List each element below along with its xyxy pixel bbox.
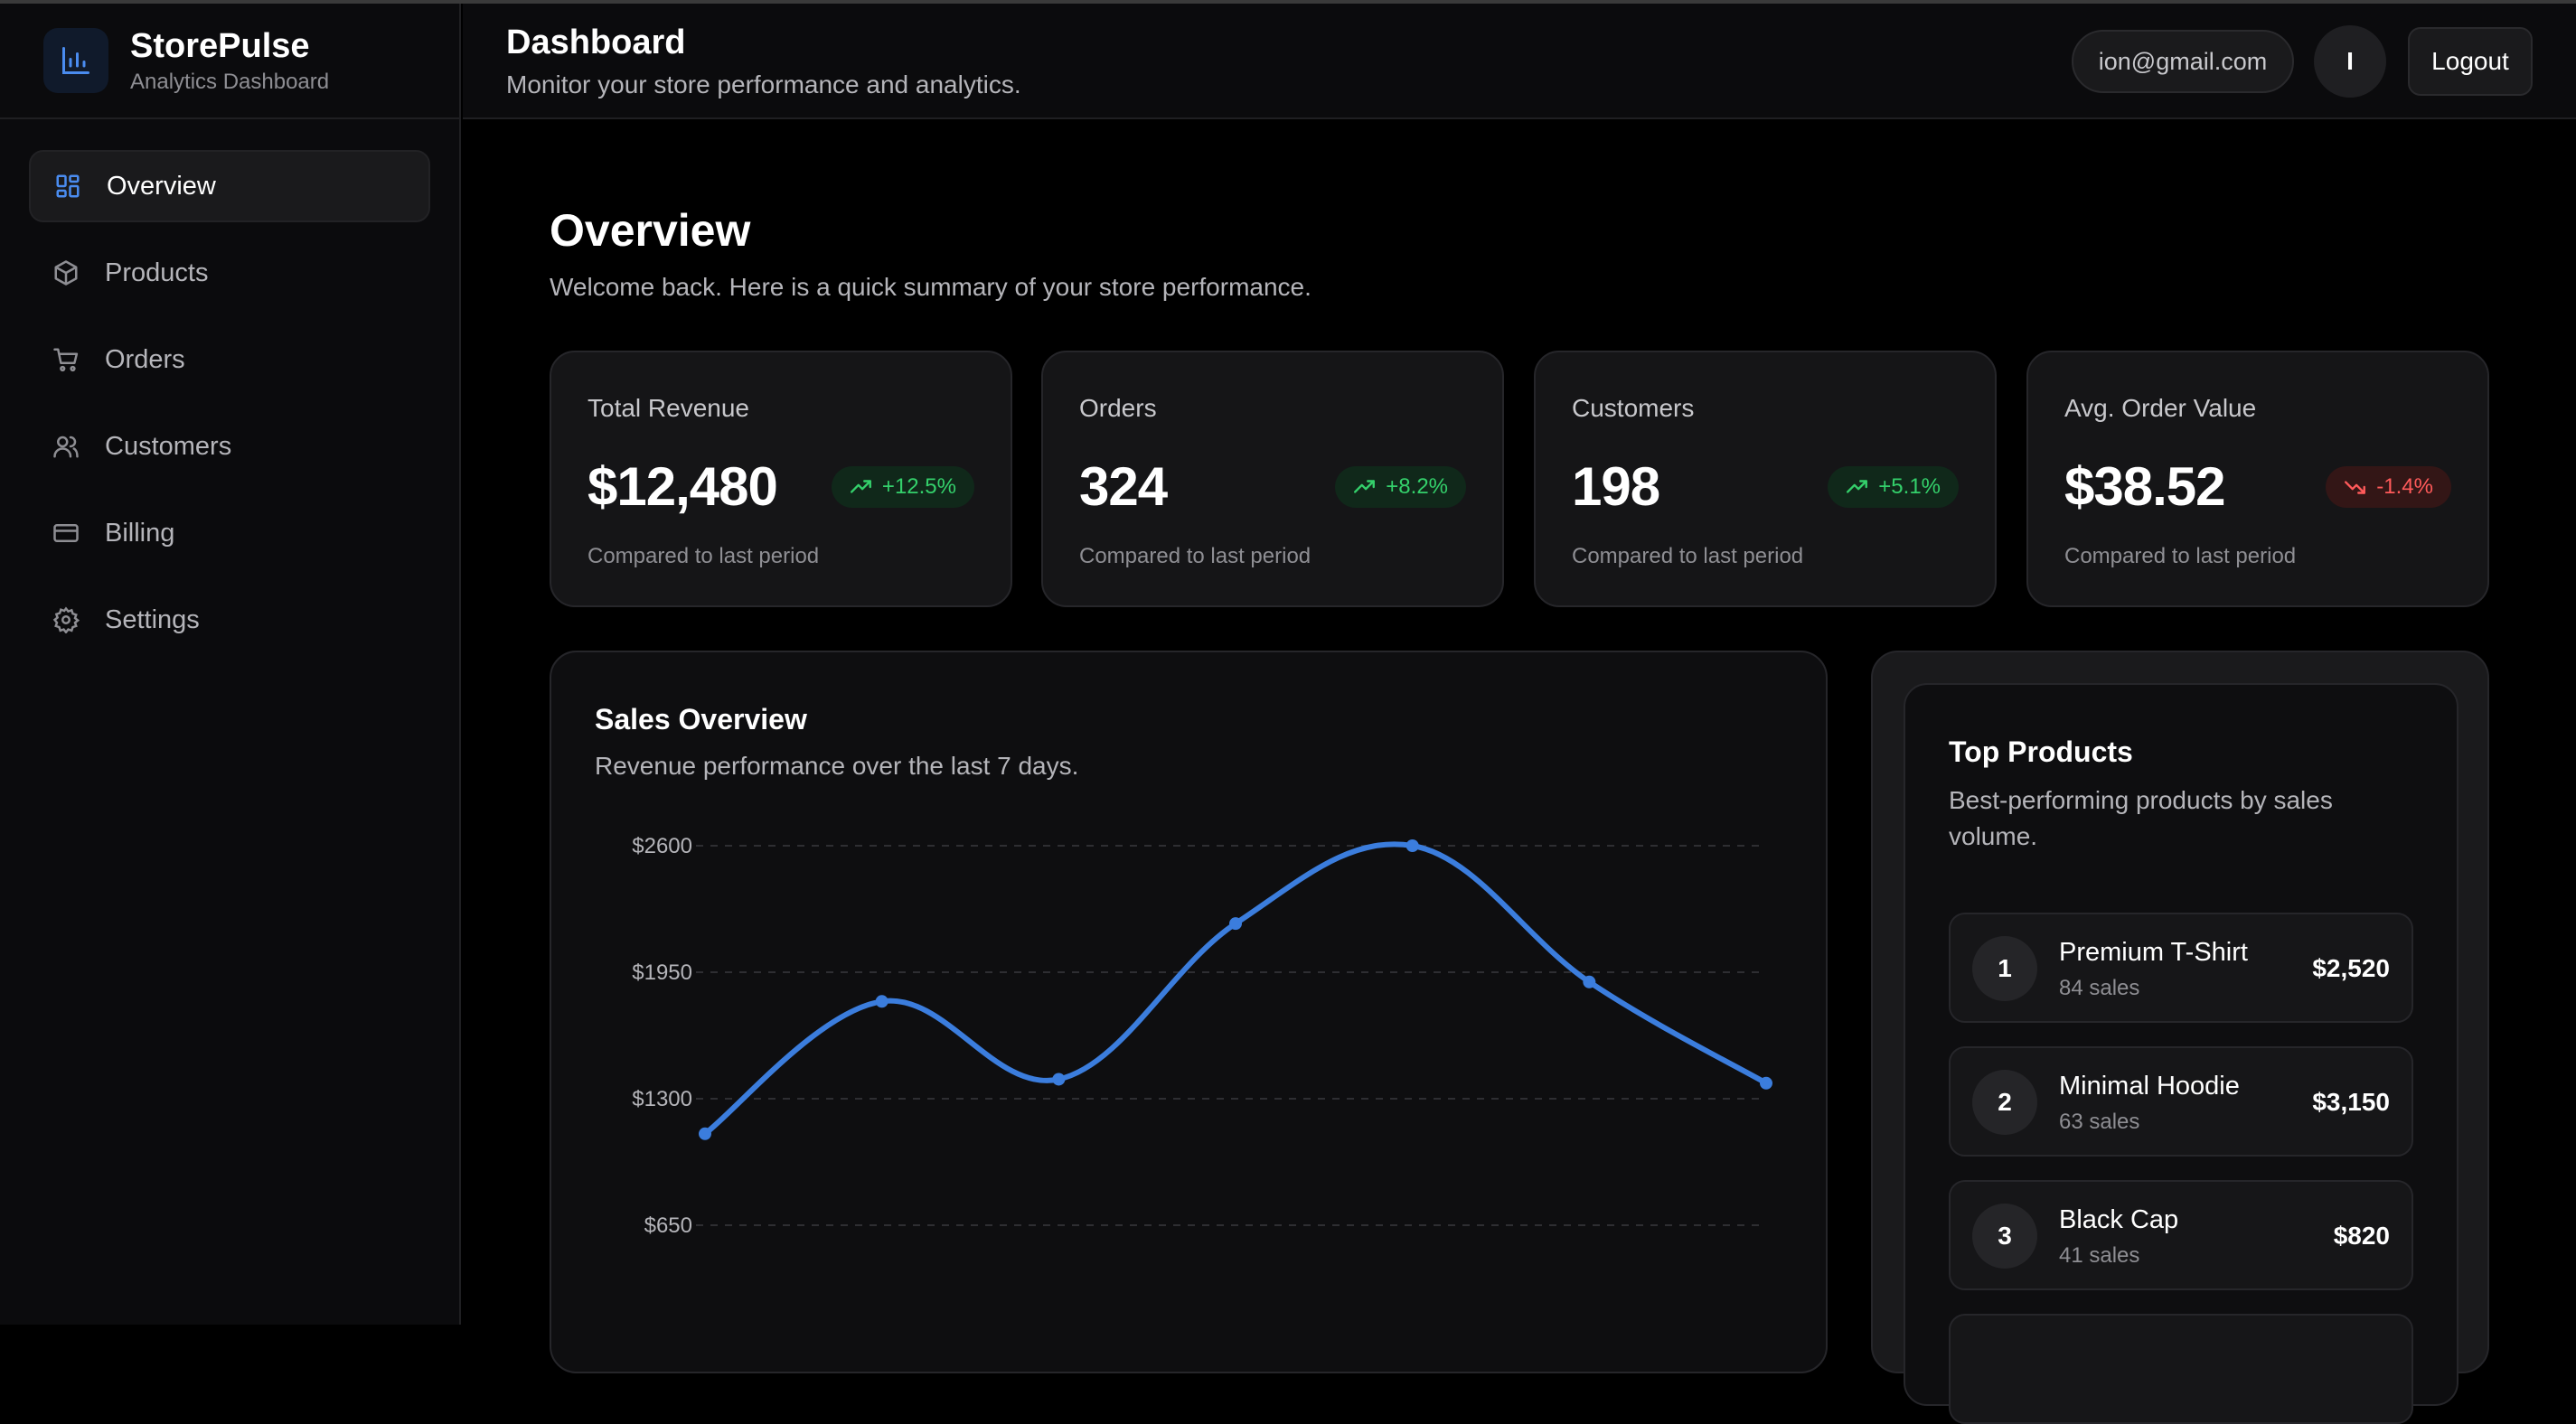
- avatar[interactable]: I: [2314, 25, 2386, 98]
- sidebar-item-products[interactable]: Products: [29, 237, 430, 309]
- trend-badge: -1.4%: [2326, 466, 2451, 508]
- data-point[interactable]: [1229, 917, 1242, 931]
- stat-value: $38.52: [2064, 456, 2226, 517]
- gear-icon: [51, 604, 81, 635]
- sidebar-item-label: Orders: [105, 344, 185, 374]
- sales-subtitle: Revenue performance over the last 7 days…: [595, 752, 1079, 780]
- data-point[interactable]: [1406, 839, 1419, 852]
- sidebar-item-overview[interactable]: Overview: [29, 150, 430, 222]
- sidebar-item-orders[interactable]: Orders: [29, 323, 430, 396]
- stat-label: Customers: [1572, 394, 1695, 422]
- product-revenue: $2,520: [2312, 954, 2390, 982]
- y-tick-label: $2600: [632, 834, 692, 858]
- product-row[interactable]: 2 Minimal Hoodie 63 sales $3,150: [1949, 1046, 2413, 1157]
- trend-value: +5.1%: [1878, 474, 1941, 499]
- stat-value: $12,480: [588, 456, 778, 517]
- data-point[interactable]: [1583, 975, 1596, 988]
- logout-button[interactable]: Logout: [2408, 27, 2533, 96]
- rank-badge: 3: [1972, 1204, 2037, 1269]
- sales-line-chart: $2600 $1950 $1300 $650: [632, 834, 1772, 1238]
- product-sales: 84 sales: [2059, 976, 2140, 1000]
- bar-chart-icon: [43, 28, 108, 93]
- data-point[interactable]: [875, 995, 888, 1008]
- stat-value: 198: [1572, 456, 1660, 517]
- sidebar-nav: Overview Products Orders: [0, 119, 459, 656]
- stat-label: Avg. Order Value: [2064, 394, 2257, 422]
- box-icon: [51, 258, 81, 288]
- stat-footnote: Compared to last period: [1079, 544, 1312, 568]
- product-sales: 63 sales: [2059, 1110, 2140, 1134]
- trend-value: +12.5%: [881, 474, 956, 499]
- sidebar-item-label: Products: [105, 258, 209, 287]
- sidebar: StorePulse Analytics Dashboard Overview …: [0, 4, 461, 1325]
- header-subtitle: Monitor your store performance and analy…: [506, 70, 1021, 98]
- product-sales: 41 sales: [2059, 1243, 2140, 1268]
- trending-down-icon: [2345, 481, 2366, 494]
- sidebar-item-customers[interactable]: Customers: [29, 410, 430, 482]
- sidebar-item-settings[interactable]: Settings: [29, 584, 430, 656]
- stat-footnote: Compared to last period: [2064, 544, 2297, 568]
- product-revenue: $820: [2333, 1222, 2390, 1250]
- top-products-card: Top Products Best-performing products by…: [1904, 683, 2458, 1424]
- stat-card-orders: Orders 324 +8.2% Compared to last period: [1041, 351, 1504, 607]
- stat-value: 324: [1079, 456, 1168, 517]
- sidebar-item-billing[interactable]: Billing: [29, 497, 430, 569]
- window-top-border: [0, 0, 2576, 4]
- stat-label: Total Revenue: [588, 394, 750, 422]
- trend-badge: +5.1%: [1828, 466, 1959, 508]
- top-products-subtitle: Best-performing products by sales volume…: [1949, 786, 2333, 850]
- trend-value: +8.2%: [1386, 474, 1448, 499]
- cart-icon: [51, 344, 81, 375]
- page-title: Overview: [550, 205, 751, 256]
- trending-up-icon: [1354, 480, 1376, 493]
- card-icon: [51, 518, 81, 548]
- trend-badge: +8.2%: [1335, 466, 1466, 508]
- page-subtitle: Welcome back. Here is a quick summary of…: [550, 273, 1312, 301]
- trend-badge: +12.5%: [831, 466, 974, 508]
- trending-up-icon: [1847, 480, 1868, 493]
- sidebar-item-label: Settings: [105, 604, 200, 634]
- sales-title: Sales Overview: [595, 703, 807, 735]
- sidebar-item-label: Customers: [105, 431, 232, 461]
- top-products-title: Top Products: [1949, 735, 2133, 768]
- y-tick-label: $1300: [632, 1087, 692, 1111]
- rank-badge: 2: [1972, 1070, 2037, 1135]
- series-line: [702, 841, 1769, 1137]
- product-row[interactable]: 3 Black Cap 41 sales $820: [1949, 1180, 2413, 1290]
- user-email-badge[interactable]: ion@gmail.com: [2072, 30, 2294, 93]
- stat-footnote: Compared to last period: [588, 544, 820, 568]
- grid-icon: [52, 171, 83, 201]
- sidebar-item-label: Overview: [107, 171, 216, 201]
- data-point[interactable]: [699, 1127, 711, 1140]
- stat-card-revenue: Total Revenue $12,480 +12.5% Compared to…: [550, 351, 1012, 607]
- y-tick-label: $650: [644, 1213, 692, 1238]
- sidebar-item-label: Billing: [105, 518, 175, 548]
- product-name: Minimal Hoodie: [2059, 1072, 2240, 1101]
- trending-up-icon: [850, 480, 871, 493]
- product-row[interactable]: 1 Premium T-Shirt 84 sales $2,520: [1949, 913, 2413, 1023]
- sales-overview-card: Sales Overview Revenue performance over …: [550, 651, 1828, 1373]
- top-header: Dashboard Monitor your store performance…: [463, 4, 2576, 119]
- data-point[interactable]: [1760, 1076, 1772, 1090]
- app-subtitle: Analytics Dashboard: [130, 70, 330, 94]
- app-name: StorePulse: [130, 27, 310, 65]
- stat-footnote: Compared to last period: [1572, 544, 1804, 568]
- stat-card-customers: Customers 198 +5.1% Compared to last per…: [1534, 351, 1997, 607]
- product-name: Premium T-Shirt: [2059, 938, 2248, 967]
- product-name: Black Cap: [2059, 1205, 2179, 1234]
- y-tick-label: $1950: [632, 960, 692, 985]
- data-point[interactable]: [1052, 1073, 1066, 1086]
- rank-badge: 1: [1972, 936, 2037, 1001]
- stat-label: Orders: [1079, 394, 1157, 422]
- product-revenue: $3,150: [2312, 1088, 2390, 1116]
- top-products-panel: Top Products Best-performing products by…: [1871, 651, 2489, 1424]
- header-title: Dashboard: [506, 23, 686, 61]
- brand[interactable]: StorePulse Analytics Dashboard: [0, 4, 459, 119]
- trend-value: -1.4%: [2376, 474, 2433, 499]
- product-row-partial[interactable]: [1949, 1314, 2413, 1424]
- users-icon: [51, 431, 81, 462]
- stat-card-avg-order: Avg. Order Value $38.52 -1.4% Compared t…: [2026, 351, 2489, 607]
